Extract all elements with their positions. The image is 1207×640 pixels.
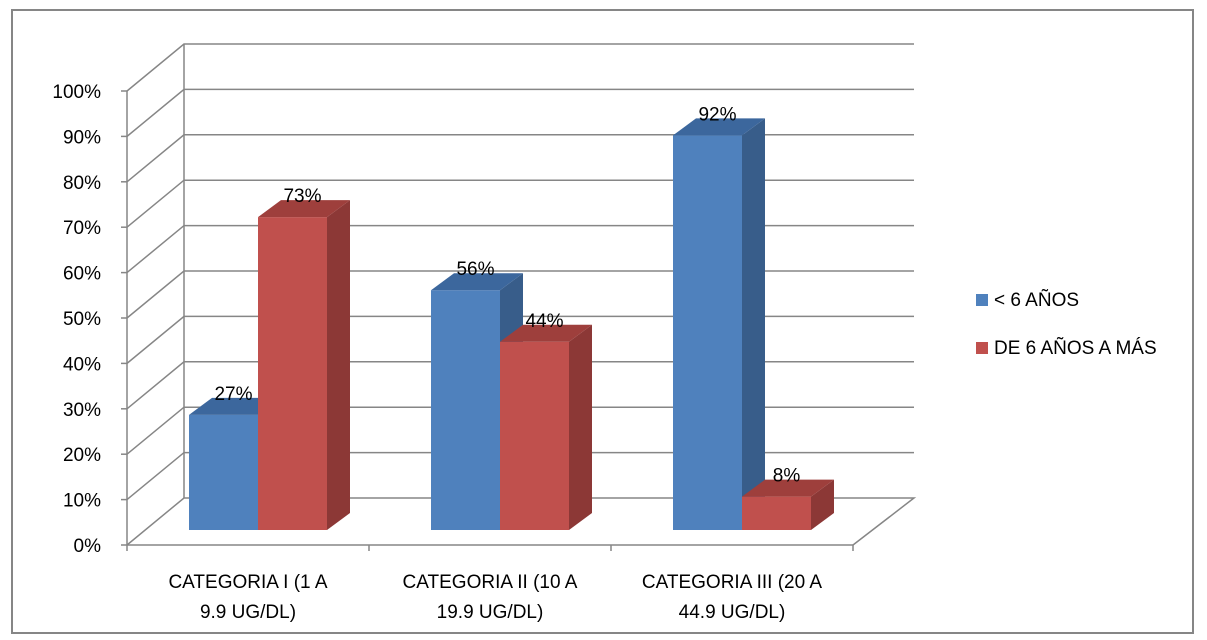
gridline [126,315,914,364]
gridline [126,88,914,137]
bar-front [431,290,500,530]
bar-top [500,324,592,342]
y-tick-label: 80% [63,173,101,194]
y-tick-label: 0% [74,536,102,557]
gridline [126,43,914,92]
gridline [126,270,914,319]
category-labels: CATEGORIA I (1 A 9.9 UG/DL) CATEGORIA II (… [168,572,822,623]
y-axis-tick-labels: 0% 10% 20% 30% 40% 50% 60% 70% 80% 90% 100% [52,82,101,557]
bar-front [500,341,569,530]
bar-top [673,118,765,136]
data-label: 27% [214,384,252,405]
bar-front [673,135,742,530]
category-label: 44.9 UG/DL) [679,602,786,623]
bar-top [258,200,350,218]
bar-top [742,479,834,497]
y-tick-label: 90% [63,127,101,148]
bar-side [569,324,592,530]
category-label: CATEGORIA II (10 A [403,572,578,593]
bars [189,118,834,531]
gridline [126,134,914,183]
y-tick-label: 70% [63,218,101,239]
bar-side [742,118,765,531]
data-label: 92% [698,104,736,125]
bar-top [431,273,523,291]
gridline [126,406,914,455]
gridline [126,224,914,274]
category-label: 19.9 UG/DL) [437,602,544,623]
y-tick-label: 50% [63,309,101,330]
data-label: 56% [456,259,494,280]
bar-front [258,217,327,530]
y-tick-label: 60% [63,264,101,285]
bar-side [327,200,350,530]
bar-front [189,414,258,530]
y-tick-label: 30% [63,400,101,421]
data-label: 73% [283,186,321,207]
legend: < 6 AÑOS DE 6 AÑOS A MÁS [976,289,1157,359]
category-label: CATEGORIA I (1 A [168,572,327,593]
bar-side [811,479,834,530]
gridline [126,451,914,501]
y-tick-label: 100% [52,82,101,103]
axes [121,90,854,551]
bar-front [742,496,811,530]
data-label: 8% [773,466,801,487]
y-tick-label: 20% [63,445,101,466]
data-labels: 27% 56% 92% 73% 44% 8% [214,104,800,486]
gridlines [126,43,914,501]
legend-swatch [976,294,988,306]
legend-label: DE 6 AÑOS A MÁS [994,337,1157,359]
gridline [126,361,914,410]
data-label: 44% [525,311,563,332]
category-label: CATEGORIA III (20 A [642,572,823,593]
legend-swatch [976,342,988,354]
y-tick-label: 10% [63,491,101,512]
legend-label: < 6 AÑOS [994,289,1079,311]
y-tick-label: 40% [63,354,101,375]
category-label: 9.9 UG/DL) [200,602,296,623]
gridline [126,179,914,228]
